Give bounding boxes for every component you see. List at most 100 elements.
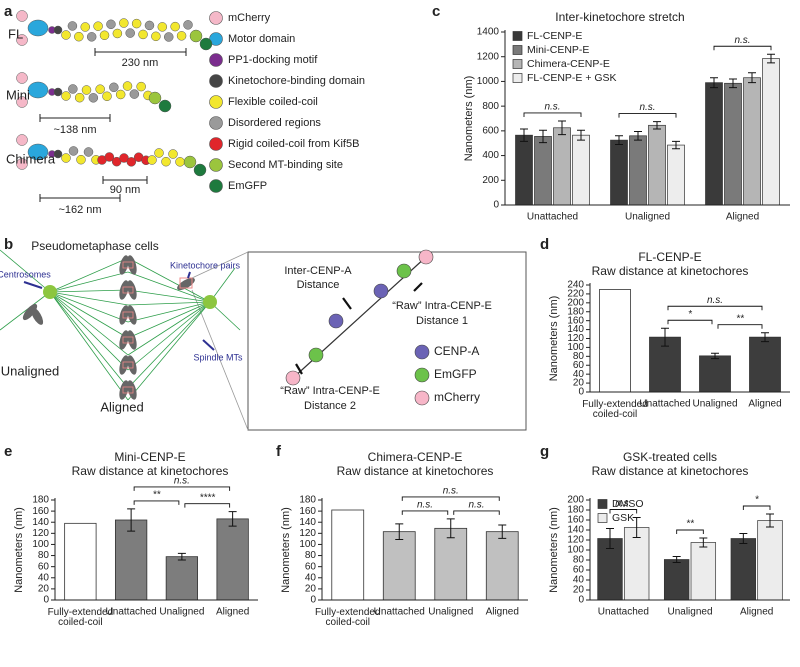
legend-swatch [512, 59, 523, 69]
y-tick-label: 20 [573, 585, 585, 596]
domain [93, 21, 103, 31]
y-tick-label: 180 [567, 306, 584, 317]
bar [648, 124, 666, 206]
y-tick-label: 100 [567, 545, 584, 556]
scale-bar [94, 48, 187, 56]
domain [157, 22, 168, 32]
y-axis-label: Nanometers (nm) [548, 296, 560, 382]
legend-swatch [414, 390, 430, 406]
y-tick-label: 100 [299, 539, 316, 550]
y-tick-label: 160 [567, 315, 584, 326]
label: Centrosomes [0, 269, 51, 279]
molecule-bead [285, 370, 301, 386]
zoom-line [191, 251, 249, 279]
y-tick-label: 60 [573, 565, 585, 576]
arrow [413, 282, 423, 292]
y-axis-label: Nanometers (nm) [548, 507, 560, 593]
legend-swatch [209, 53, 223, 67]
domain [68, 84, 78, 94]
x-tick-label: Aligned [740, 607, 773, 618]
x-tick-label: Unattached [374, 607, 425, 618]
domain [144, 20, 155, 31]
y-tick-label: 80 [573, 555, 585, 566]
legend-swatch [209, 11, 223, 25]
legend-swatch [209, 158, 223, 172]
y-tick-label: 60 [573, 360, 585, 371]
panel-label: b [4, 236, 13, 253]
domain [183, 155, 197, 169]
legend-label: Disordered regions [228, 117, 321, 129]
microtubule [49, 291, 129, 323]
domain [154, 148, 164, 158]
chromosome [127, 330, 137, 350]
domain [122, 81, 133, 91]
chart-subtitle: Raw distance at kinetochores [592, 264, 749, 278]
significance-bracket [133, 486, 231, 491]
legend-label: GSK [612, 512, 634, 524]
error-bar [498, 524, 507, 539]
y-tick-label: 20 [38, 584, 50, 595]
error-bar [739, 533, 748, 544]
y-tick-label: 120 [567, 535, 584, 546]
chromosome [127, 305, 137, 325]
significance-label: n.s. [639, 102, 655, 113]
domain [61, 91, 71, 101]
x-tick-label: Unaligned [428, 607, 473, 618]
kinetochore [122, 361, 134, 369]
domain [81, 85, 92, 95]
y-tick-label: 20 [305, 584, 317, 595]
significance-bracket [609, 509, 638, 514]
microtubule [127, 257, 211, 303]
arrow [23, 281, 43, 289]
bar [331, 509, 365, 601]
domain [193, 163, 207, 177]
chromosome [30, 307, 44, 325]
domain [53, 87, 63, 97]
error-bar [767, 53, 775, 64]
legend-label: DMSO [612, 498, 644, 510]
microtubule [127, 289, 211, 303]
bar [610, 139, 628, 206]
bar [749, 336, 781, 393]
label: Kinetochore pairs [170, 260, 241, 270]
axis-line [504, 30, 790, 206]
chart-subtitle: Raw distance at kinetochores [592, 464, 749, 478]
axis-line [54, 498, 258, 601]
domain [99, 30, 110, 41]
microtubule [127, 271, 211, 303]
legend-label: EmGFP [228, 180, 267, 192]
error-bar [661, 327, 669, 347]
bar [165, 556, 199, 601]
error-bar [615, 135, 623, 145]
significance-label: * [688, 309, 693, 320]
domain [67, 21, 78, 31]
domain [80, 22, 91, 32]
x-tick-label: Unaligned [625, 212, 670, 223]
microtubule [127, 301, 211, 356]
y-tick-label: 0 [493, 200, 499, 211]
scale-bar [102, 176, 148, 184]
significance-label: n.s. [734, 35, 750, 46]
x-tick-label: Unaligned [159, 607, 204, 618]
chromosome [127, 355, 137, 375]
chromosome [177, 277, 195, 291]
legend-label: Second MT-binding site [228, 159, 343, 171]
error-bar [766, 513, 774, 528]
y-tick-label: 180 [32, 495, 49, 506]
chart-subtitle: Raw distance at kinetochores [72, 464, 229, 478]
domain [16, 134, 28, 146]
bar [64, 522, 97, 601]
kinetochore [122, 286, 134, 294]
y-axis-label: Nanometers (nm) [13, 507, 25, 593]
error-bar [761, 332, 769, 343]
domain [88, 93, 99, 103]
legend-label: mCherry [434, 390, 480, 404]
molecule-bead [308, 347, 324, 363]
legend-swatch [414, 344, 430, 360]
y-tick-label: 160 [32, 506, 49, 517]
microtubule [49, 291, 129, 389]
domain [126, 157, 137, 167]
error-bar [632, 517, 641, 538]
error-bar [748, 72, 756, 84]
y-tick-label: 1000 [477, 76, 500, 87]
